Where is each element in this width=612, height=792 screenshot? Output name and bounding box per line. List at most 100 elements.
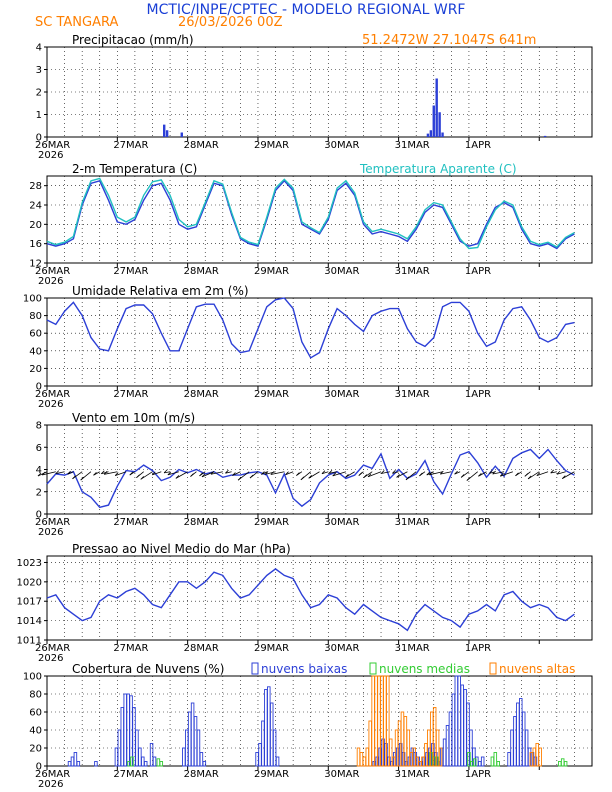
legend-label: nuvens medias <box>379 662 470 676</box>
y-tick-label: 1017 <box>17 597 42 608</box>
legend-label: nuvens baixas <box>261 662 347 676</box>
wind-barb-head <box>460 474 465 478</box>
x-tick-label: 26MAR <box>35 769 70 780</box>
cloud-bar-nuvens-baixas <box>478 761 482 767</box>
cloud-bar-nuvens-baixas <box>272 729 277 767</box>
cloud-bar-nuvens-baixas <box>255 752 259 767</box>
cloud-bar-nuvens-baixas <box>460 684 464 767</box>
wind-barb-head <box>114 472 119 476</box>
x-tick-label: 31MAR <box>395 389 430 400</box>
wind-barb <box>492 471 505 475</box>
wind-barb <box>152 471 162 476</box>
panel-title: Pressao ao Nivel Medio do Mar (hPa) <box>72 542 291 556</box>
cloud-bar-nuvens-baixas <box>513 716 517 767</box>
x-year-label: 2026 <box>38 653 63 664</box>
cloud-bar-nuvens-baixas <box>269 702 274 767</box>
wind-barb-head <box>232 472 236 476</box>
wind-barb-head <box>561 475 566 479</box>
wind-barb <box>115 471 127 476</box>
cloud-bar-nuvens-medias <box>496 761 500 767</box>
cloud-bar-nuvens-baixas <box>187 711 192 767</box>
wind-barb-head <box>478 472 482 477</box>
wind-barb-head <box>37 472 42 477</box>
x-tick-label: 1APR <box>465 643 491 654</box>
wind-barb <box>201 471 215 478</box>
panel-title: Cobertura de Nuvens (%) <box>72 662 224 676</box>
legend-swatch <box>251 662 259 675</box>
cloud-bar-nuvens-altas <box>356 747 361 767</box>
precip-bar <box>543 135 547 137</box>
wind-barb-head <box>190 473 194 477</box>
cloud-bar-nuvens-baixas <box>94 761 98 767</box>
plot-frame <box>46 675 593 767</box>
cloud-bar-nuvens-medias <box>490 756 495 767</box>
y-tick-label: 20 <box>29 364 42 375</box>
cloud-bar-nuvens-baixas <box>114 747 119 767</box>
y-tick-label: 16 <box>29 239 42 250</box>
cloud-bar-nuvens-altas <box>388 738 393 767</box>
series-line-1 <box>46 297 575 359</box>
cloud-bar-nuvens-baixas <box>454 675 459 767</box>
wind-barb-head <box>300 476 305 481</box>
cloud-bar-nuvens-altas <box>386 675 390 767</box>
x-tick-label: 31MAR <box>395 266 430 277</box>
legend-label: Temperatura Aparente (C) <box>359 162 517 176</box>
wind-barb-head <box>199 472 203 477</box>
wind-barb-head <box>151 471 156 476</box>
cloud-bar-nuvens-altas <box>371 675 375 767</box>
cloud-bar-nuvens-medias <box>156 758 161 767</box>
x-tick-label: 29MAR <box>254 389 289 400</box>
cloud-bar-nuvens-altas <box>374 675 378 767</box>
wind-barb-head <box>129 471 134 476</box>
x-tick-label: 30MAR <box>324 266 359 277</box>
y-tick-label: 100 <box>23 672 42 683</box>
series-line-2 <box>46 177 575 250</box>
precip-bar <box>438 112 441 137</box>
cloud-bar-nuvens-medias <box>159 761 164 767</box>
x-tick-label: 31MAR <box>395 643 430 654</box>
y-tick-label: 6 <box>36 443 42 454</box>
x-tick-label: 29MAR <box>254 517 289 528</box>
wind-barb-head <box>41 471 46 476</box>
wind-barb <box>55 471 65 475</box>
x-tick-label: 1APR <box>465 140 491 151</box>
wind-barb <box>101 471 109 475</box>
wind-barb-head <box>249 474 254 479</box>
cloud-bar-nuvens-baixas <box>76 761 81 767</box>
cloud-bar-nuvens-altas <box>535 743 539 767</box>
cloud-bar-nuvens-baixas <box>193 716 198 767</box>
series-line-1 <box>46 568 575 632</box>
station-location: 51.2472W 27.1047S 641m <box>362 33 536 48</box>
wind-barb-head <box>440 470 444 475</box>
y-tick-label: 4 <box>36 465 42 476</box>
cloud-bar-nuvens-baixas <box>445 725 450 767</box>
wind-barb <box>232 471 241 476</box>
cloud-bar-nuvens-altas <box>406 729 411 767</box>
x-tick-label: 31MAR <box>395 769 430 780</box>
cloud-bar-nuvens-baixas <box>202 761 207 767</box>
panel-5: 1011 1014 1017 1020 1023 26MAR 27MAR 28MAR 29MAR… <box>17 542 593 664</box>
wind-barb <box>381 471 390 474</box>
x-tick-label: 28MAR <box>184 769 219 780</box>
cloud-bar-nuvens-baixas <box>73 752 78 767</box>
legend-swatch <box>489 662 497 675</box>
y-tick-label: 60 <box>29 708 42 719</box>
wind-barb-head <box>492 470 496 475</box>
wind-barb <box>210 471 223 475</box>
wind-barb-head <box>550 469 554 474</box>
plot-frame <box>46 297 593 387</box>
y-tick-label: 60 <box>29 329 42 340</box>
wind-barb-head <box>201 473 206 478</box>
cloud-bar-nuvens-baixas <box>480 756 485 767</box>
y-tick-label: 2 <box>36 487 42 498</box>
wind-barb <box>392 471 399 474</box>
wind-barb <box>264 471 276 475</box>
wind-barb-head <box>524 473 529 477</box>
wind-barb-head <box>405 476 410 481</box>
wind-barb <box>429 471 443 476</box>
precip-bar <box>435 78 438 137</box>
cloud-bar-nuvens-medias <box>130 756 134 767</box>
wind-barb <box>104 471 118 475</box>
wind-barb-head <box>332 472 337 477</box>
cloud-bar-nuvens-baixas <box>138 747 142 767</box>
